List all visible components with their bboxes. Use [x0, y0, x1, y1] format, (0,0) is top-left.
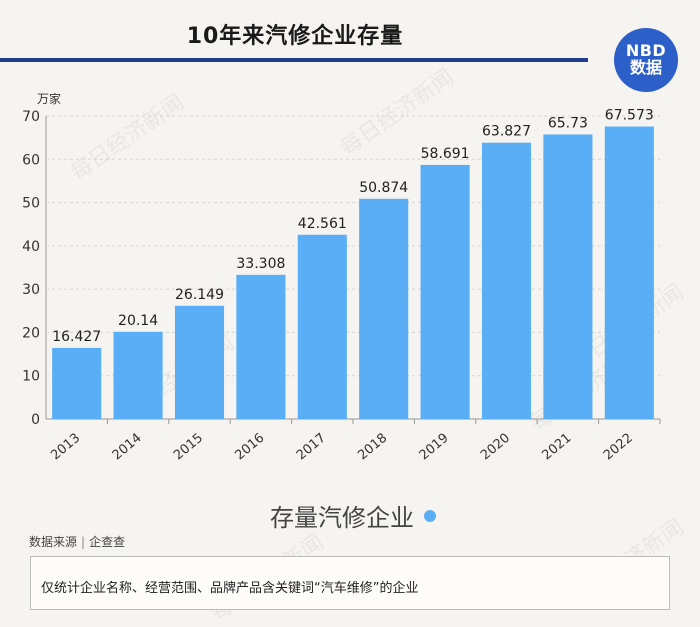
y-tick-label: 40: [22, 239, 40, 255]
y-tick-label: 30: [22, 282, 40, 298]
x-tick-label: 2020: [478, 431, 513, 464]
chart-title: 10年来汽修企业存量: [186, 24, 404, 49]
data-label: 65.73: [548, 115, 588, 131]
data-source: 数据来源 | 企查查: [29, 533, 125, 550]
y-tick-label: 0: [31, 412, 40, 428]
x-tick-label: 2014: [110, 431, 145, 464]
y-tick-label: 50: [22, 196, 40, 212]
x-tick-label: 2015: [171, 431, 206, 464]
x-tick-label: 2016: [232, 431, 267, 464]
source-separator: |: [81, 535, 86, 549]
data-label: 33.308: [236, 256, 285, 272]
data-label: 42.561: [298, 216, 347, 232]
x-tick-label: 2013: [48, 431, 83, 464]
source-value: 企查查: [89, 535, 126, 549]
logo-text-nbd: NBD: [625, 41, 667, 61]
y-tick-label: 10: [22, 369, 40, 385]
bar: [604, 126, 654, 420]
bar: [174, 305, 225, 419]
legend-label: 存量汽修企业: [270, 504, 414, 532]
title-underline: [0, 58, 588, 62]
y-tick-label: 60: [22, 152, 40, 168]
y-axis-unit: 万家: [37, 92, 62, 106]
x-tick-label: 2018: [355, 431, 390, 464]
bar: [297, 234, 347, 419]
x-tick-label: 2017: [294, 431, 329, 464]
x-tick-label: 2022: [601, 431, 636, 464]
data-label: 67.573: [605, 108, 654, 124]
footnote-text: 仅统计企业名称、经营范围、品牌产品含关键词“汽车维修”的企业: [41, 581, 419, 596]
bar: [420, 164, 470, 419]
data-label: 20.14: [118, 313, 158, 329]
y-tick-label: 20: [22, 325, 40, 341]
source-label: 数据来源: [29, 535, 78, 549]
bar: [52, 347, 102, 419]
legend-marker: [424, 509, 436, 522]
x-tick-label: 2019: [417, 431, 452, 464]
footnote-box: 仅统计企业名称、经营范围、品牌产品含关键词“汽车维修”的企业: [30, 556, 670, 610]
bar: [113, 331, 163, 419]
x-tick-label: 2021: [539, 431, 574, 464]
data-label: 63.827: [482, 124, 531, 140]
bar: [481, 142, 532, 419]
y-tick-label: 70: [22, 109, 40, 125]
data-label: 58.691: [421, 146, 470, 162]
data-label: 50.874: [359, 180, 408, 196]
bar-chart: 0 10 20 30 40 50 60 70 16.427 2013 20.14 2014 26.149…: [22, 108, 661, 464]
data-label: 16.427: [52, 329, 101, 345]
bar: [236, 274, 286, 419]
legend: 存量汽修企业: [270, 498, 436, 533]
bar: [359, 198, 409, 419]
nbd-logo: NBD 数据: [614, 28, 678, 92]
logo-text-data: 数据: [629, 58, 662, 77]
bar: [543, 134, 593, 419]
data-label: 26.149: [175, 287, 224, 303]
